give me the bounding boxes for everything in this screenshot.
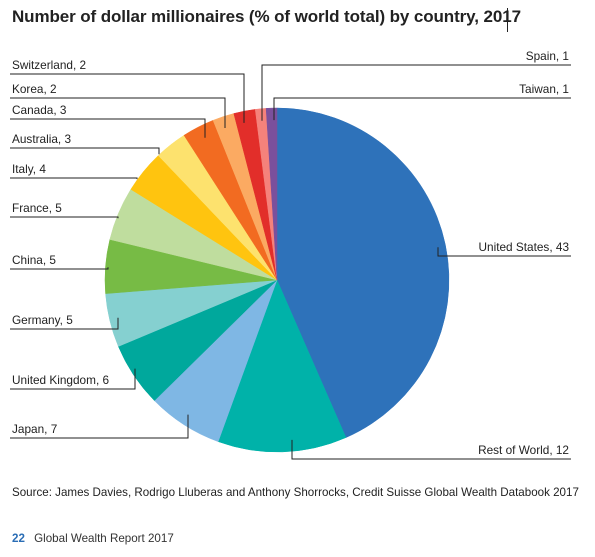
leader-line-switzerland [10,73,245,123]
text-cursor [507,8,508,32]
pie-slice-united-states [276,107,450,438]
chart-title: Number of dollar millionaires (% of worl… [12,7,521,26]
leader-line-spain [261,64,571,121]
slice-label-taiwan: Taiwan, 1 [519,82,569,96]
leader-lines [10,64,571,460]
slice-label-japan: Japan, 7 [12,422,57,436]
leader-line-korea [10,97,226,128]
report-name: Global Wealth Report 2017 [34,532,174,545]
leader-line-united-kingdom [10,368,136,390]
slice-label-france: France, 5 [12,201,62,215]
slice-labels: United States, 43 Rest of World, 12 Japan,… [12,49,569,457]
leader-line-france [10,216,119,219]
slice-label-canada: Canada, 3 [12,103,67,117]
leader-line-taiwan [273,97,571,121]
leader-line-united-states [437,247,571,257]
leader-line-canada [10,118,206,138]
pie-slice-rest-of-world [217,279,347,453]
slice-label-rest-of-world: Rest of World, 12 [478,443,569,457]
page-number: 22 [12,532,25,545]
slice-label-italy: Italy, 4 [12,162,46,176]
slice-label-united-kingdom: United Kingdom, 6 [12,373,109,387]
slice-label-korea: Korea, 2 [12,82,57,96]
pie-slices [104,107,450,453]
leader-line-china [10,267,109,270]
pie-slice-taiwan [265,107,278,281]
leader-line-rest-of-world [291,439,571,460]
slice-label-switzerland: Switzerland, 2 [12,58,86,72]
page-footer: 22 Global Wealth Report 2017 [12,532,174,545]
slice-label-australia: Australia, 3 [12,132,71,146]
leader-line-japan [10,414,189,439]
leader-line-italy [10,177,138,180]
slice-label-united-states: United States, 43 [479,240,570,254]
slice-label-spain: Spain, 1 [526,49,569,63]
pie-chart: United States, 43 Rest of World, 12 Japan,… [10,49,571,460]
source-note: Source: James Davies, Rodrigo Lluberas a… [12,486,579,499]
leader-line-germany [10,317,119,330]
leader-line-australia [10,147,160,155]
slice-label-china: China, 5 [12,253,56,267]
slice-label-germany: Germany, 5 [12,313,73,327]
